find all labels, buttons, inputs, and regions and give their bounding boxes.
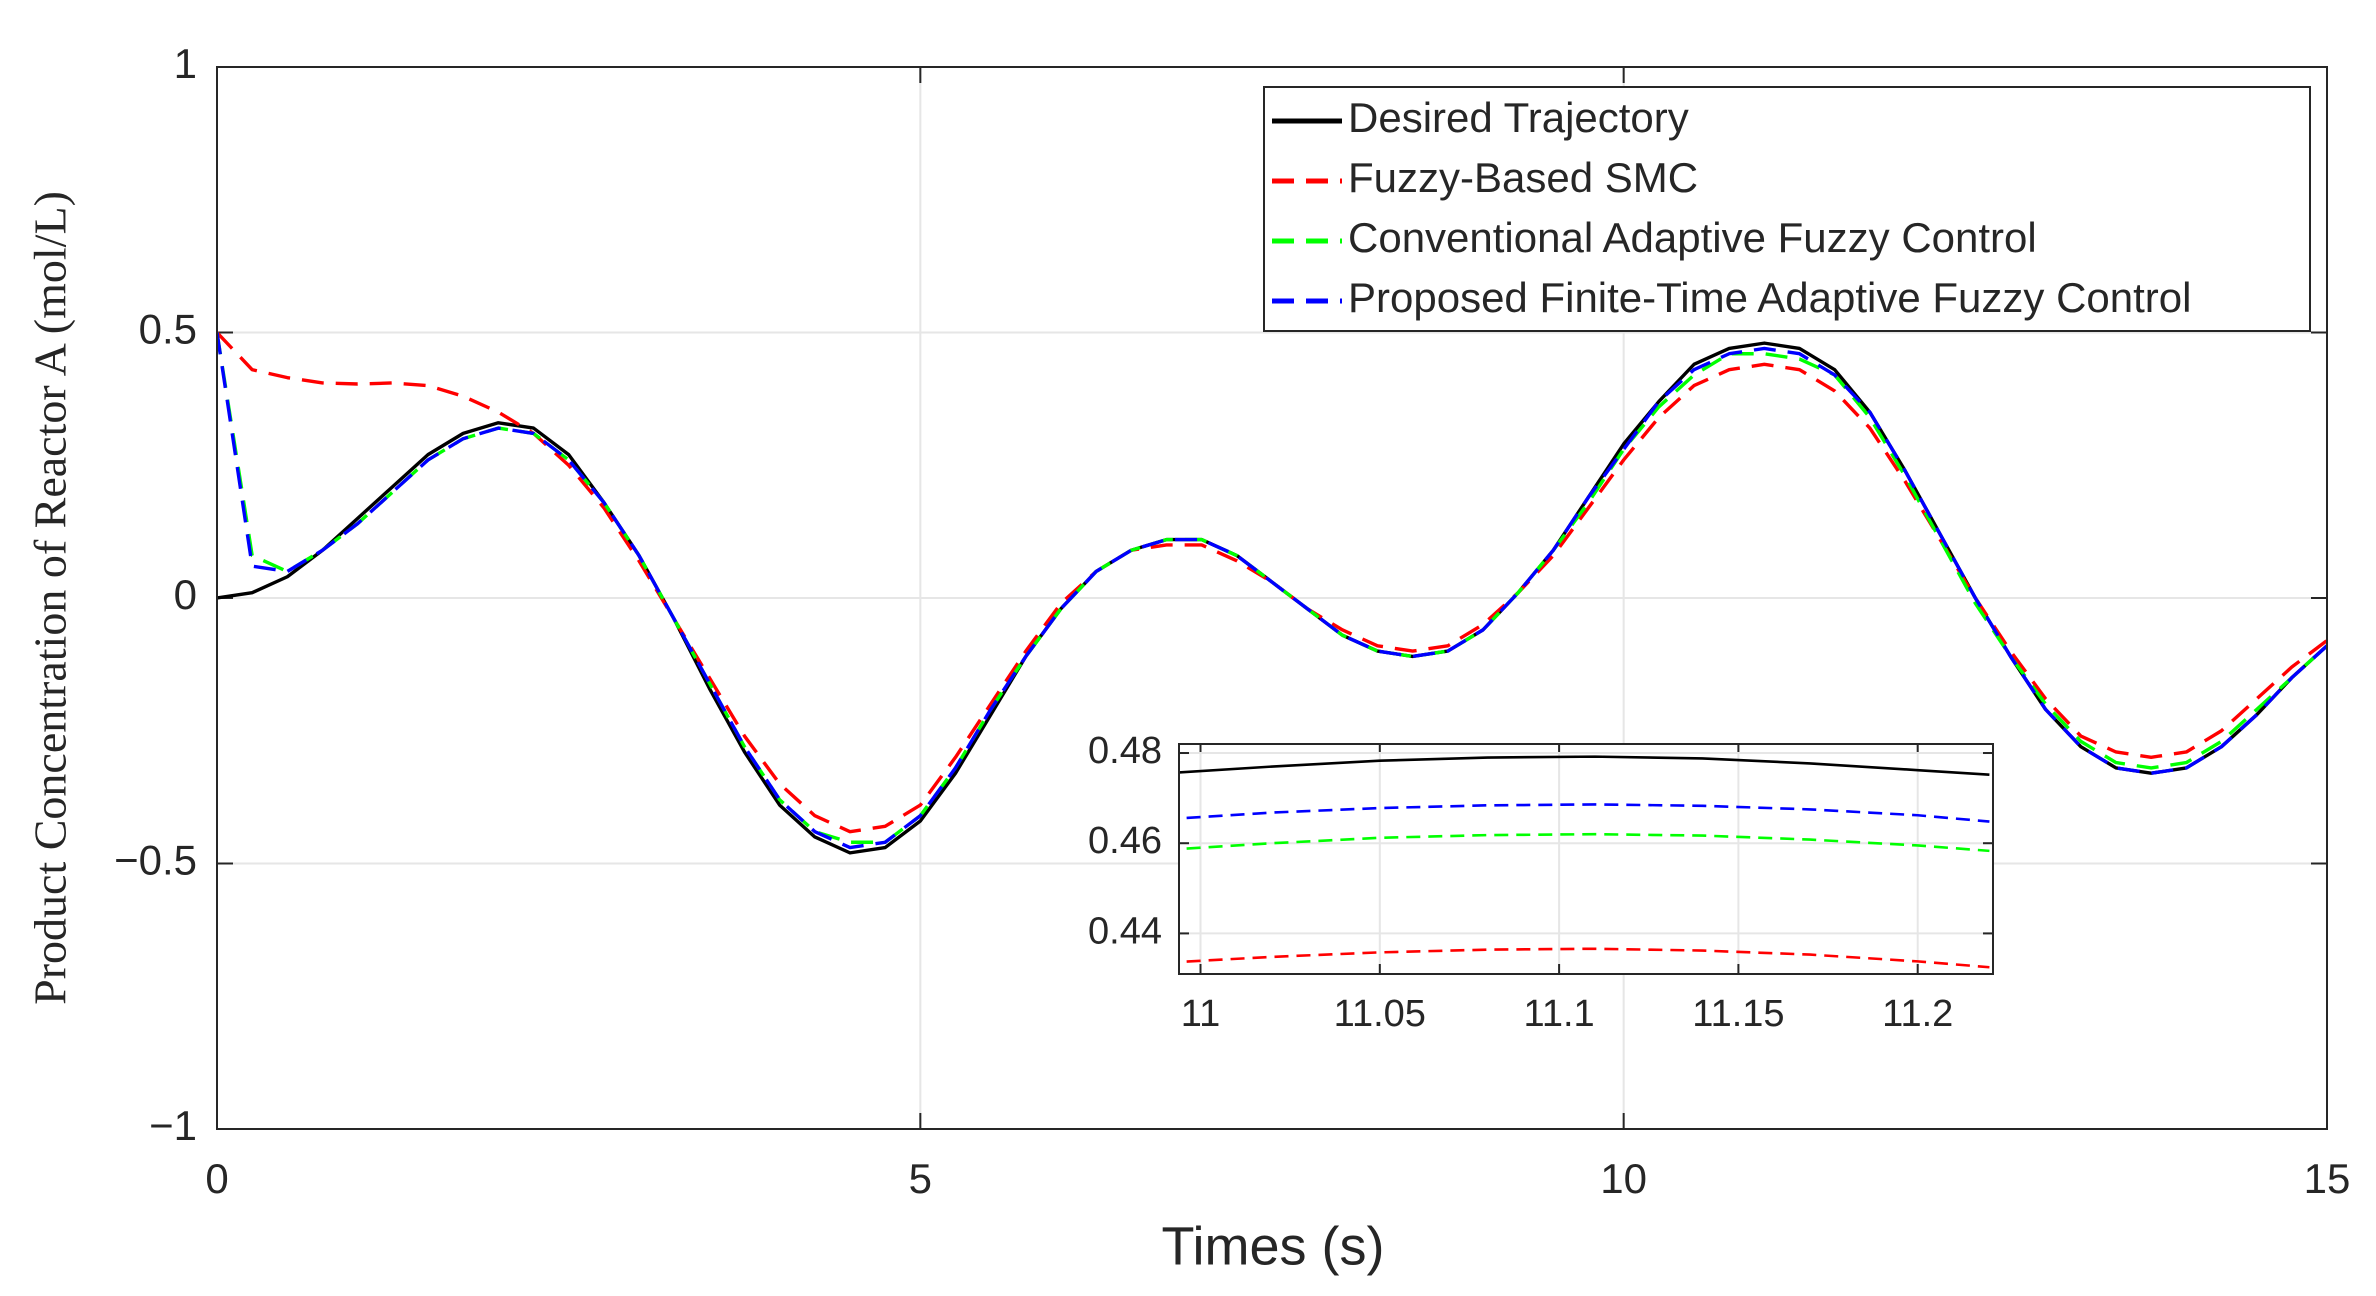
y-axis-label: Product Concentration of Reactor A (mol/… (25, 191, 76, 1005)
legend-label: Desired Trajectory (1348, 94, 1689, 141)
y-tick-label: 0.48 (1088, 730, 1162, 772)
legend-label: Proposed Finite-Time Adaptive Fuzzy Cont… (1348, 274, 2191, 321)
line-series (217, 332, 2327, 844)
plot-area (1179, 744, 1993, 974)
axes-frame (216, 66, 2328, 1130)
legend-label: Fuzzy-Based SMC (1348, 154, 1698, 201)
x-tick-label: 11.1 (1524, 993, 1595, 1035)
x-axis-label: Times (s) (1162, 1216, 1385, 1276)
y-tick-label: 0 (174, 571, 197, 618)
y-tick-label: 0.46 (1088, 820, 1162, 862)
y-tick-label: −0.5 (114, 837, 197, 884)
line-series (1179, 832, 1990, 853)
axes: 0 5 10 15 −1 −0.5 0 0.5 1 Desired Trajectory Fuzzy… (114, 40, 2350, 1202)
line-series (1179, 947, 1990, 969)
line-series (1179, 755, 1990, 776)
axes: 11 11.05 11.1 11.15 11.2 0.44 0.46 0.48 (1088, 730, 1994, 1035)
legend-box (1263, 86, 2311, 332)
y-tick-label: 0.44 (1088, 910, 1162, 952)
x-tick-label: 11.05 (1334, 993, 1426, 1035)
series-group (217, 331, 2327, 855)
line-series (217, 332, 2327, 850)
series-group (1179, 755, 1990, 969)
axes-frame (1178, 743, 1994, 975)
x-tick-label: 11 (1181, 993, 1220, 1035)
line-series (1179, 803, 1990, 823)
legend-label: Conventional Adaptive Fuzzy Control (1348, 214, 2037, 261)
x-tick-label: 0 (205, 1155, 228, 1202)
x-tick-label: 10 (1600, 1155, 1647, 1202)
legend: Desired Trajectory Fuzzy-Based SMC Convent… (1263, 86, 2311, 332)
y-tick-label: 0.5 (139, 306, 197, 353)
x-tick-label: 5 (909, 1155, 932, 1202)
y-tick-label: 1 (174, 40, 197, 87)
y-tick-label: −1 (149, 1102, 197, 1149)
x-tick-label: 11.15 (1692, 993, 1784, 1035)
x-tick-label: 15 (2304, 1155, 2351, 1202)
x-tick-label: 11.2 (1882, 993, 1953, 1035)
